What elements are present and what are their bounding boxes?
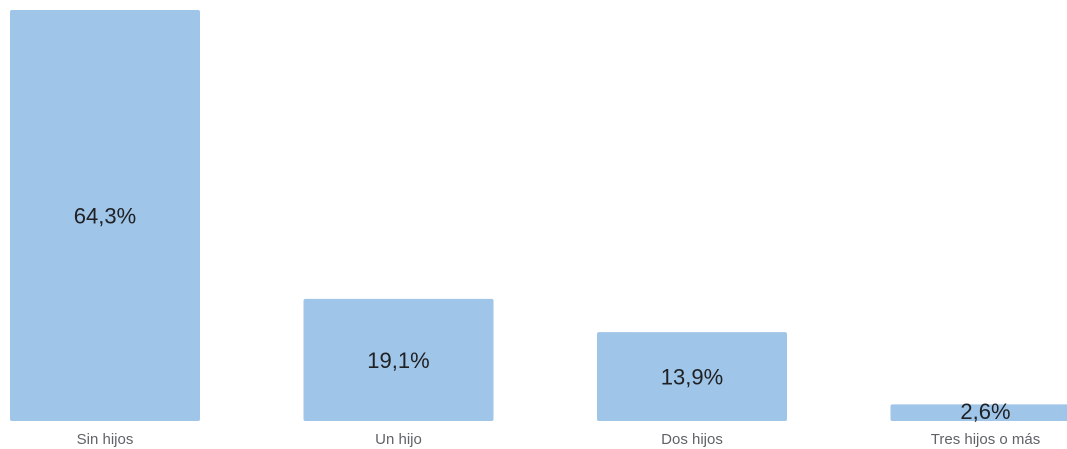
category-label-un-hijo: Un hijo (375, 431, 422, 448)
bar-sin-hijos (10, 10, 200, 421)
bar-dos-hijos (597, 332, 787, 421)
category-label-tres-hijos-o-mas: Tres hijos o más (931, 431, 1040, 448)
value-label-dos-hijos: 13,9% (661, 365, 723, 390)
category-labels-layer: Sin hijos Un hijo Dos hijos Tres hijos o má… (77, 431, 1041, 448)
category-label-dos-hijos: Dos hijos (661, 431, 723, 448)
bars-layer (10, 10, 1067, 421)
value-label-tres-hijos-o-mas: 2,6% (960, 399, 1010, 424)
bar-un-hijo (303, 298, 494, 421)
bar-tres-hijos-o-mas (890, 404, 1067, 421)
value-labels-layer: 64,3% 19,1% 13,9% 2,6% (74, 204, 1011, 425)
value-label-sin-hijos: 64,3% (74, 204, 136, 229)
value-label-un-hijo: 19,1% (367, 348, 429, 373)
category-label-sin-hijos: Sin hijos (77, 431, 134, 448)
